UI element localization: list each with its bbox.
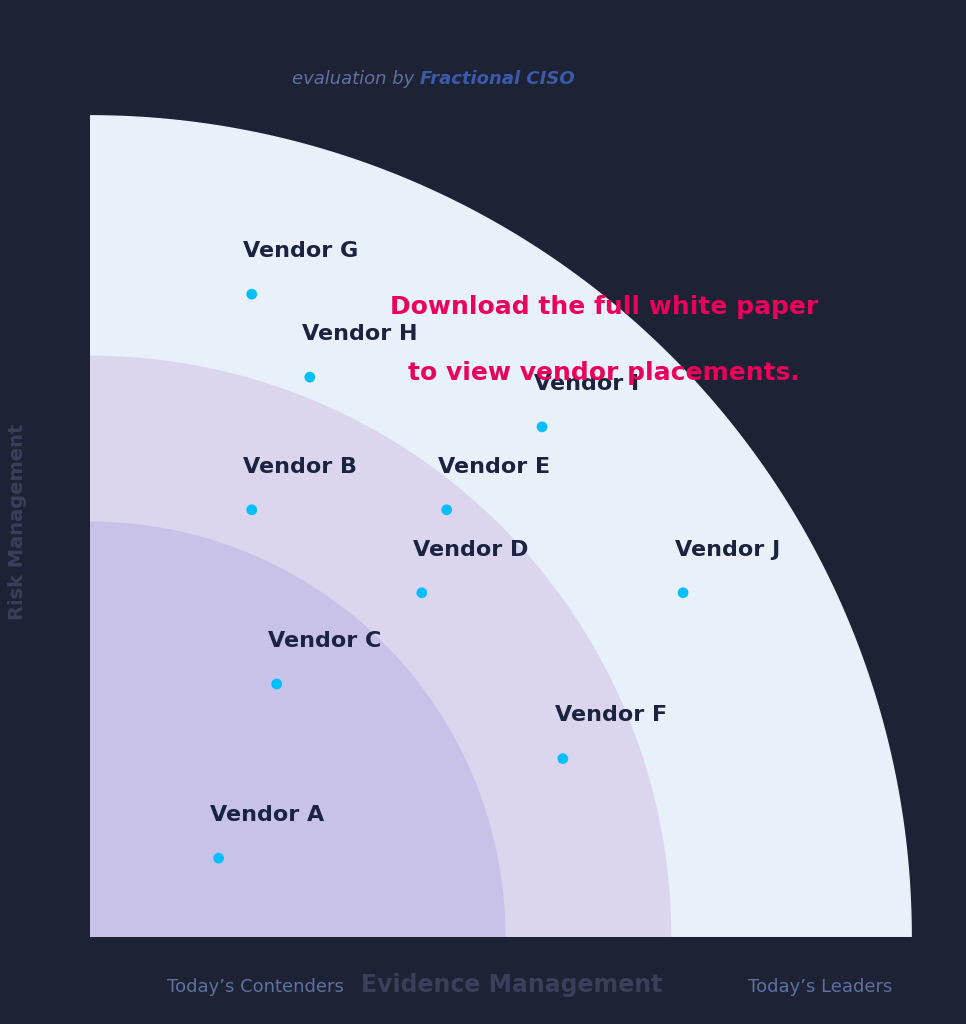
Text: Risk Management: Risk Management xyxy=(8,424,27,621)
Polygon shape xyxy=(90,522,504,937)
Text: Vendor H: Vendor H xyxy=(301,324,417,344)
Text: Vendor D: Vendor D xyxy=(413,540,528,559)
Point xyxy=(211,850,226,866)
Text: Evidence Management: Evidence Management xyxy=(361,973,663,997)
Point xyxy=(414,585,430,601)
Point xyxy=(244,286,260,302)
Text: Vendor C: Vendor C xyxy=(269,631,382,651)
Text: Today’s Leaders: Today’s Leaders xyxy=(748,979,893,996)
Polygon shape xyxy=(90,116,911,937)
Text: Vendor G: Vendor G xyxy=(243,241,358,261)
Point xyxy=(302,369,318,385)
Text: Today’s Contenders: Today’s Contenders xyxy=(167,979,344,996)
Point xyxy=(269,676,284,692)
Text: SOC 2 Compliance Software Vendors: SOC 2 Compliance Software Vendors xyxy=(83,25,941,68)
Text: Vendor I: Vendor I xyxy=(534,374,639,393)
Point xyxy=(244,502,260,518)
Polygon shape xyxy=(90,356,670,937)
Point xyxy=(439,502,454,518)
Text: Vendor A: Vendor A xyxy=(211,805,325,825)
Text: Vendor E: Vendor E xyxy=(439,457,551,476)
Text: Vendor B: Vendor B xyxy=(243,457,357,476)
Point xyxy=(675,585,691,601)
Text: Fractional CISO: Fractional CISO xyxy=(420,70,575,88)
Point xyxy=(555,751,571,767)
Text: to view vendor placements.: to view vendor placements. xyxy=(409,360,800,385)
Text: Download the full white paper: Download the full white paper xyxy=(390,295,818,318)
Point xyxy=(534,419,550,435)
Text: evaluation by: evaluation by xyxy=(292,70,420,88)
Text: Vendor J: Vendor J xyxy=(675,540,780,559)
Text: Vendor F: Vendor F xyxy=(554,706,667,725)
